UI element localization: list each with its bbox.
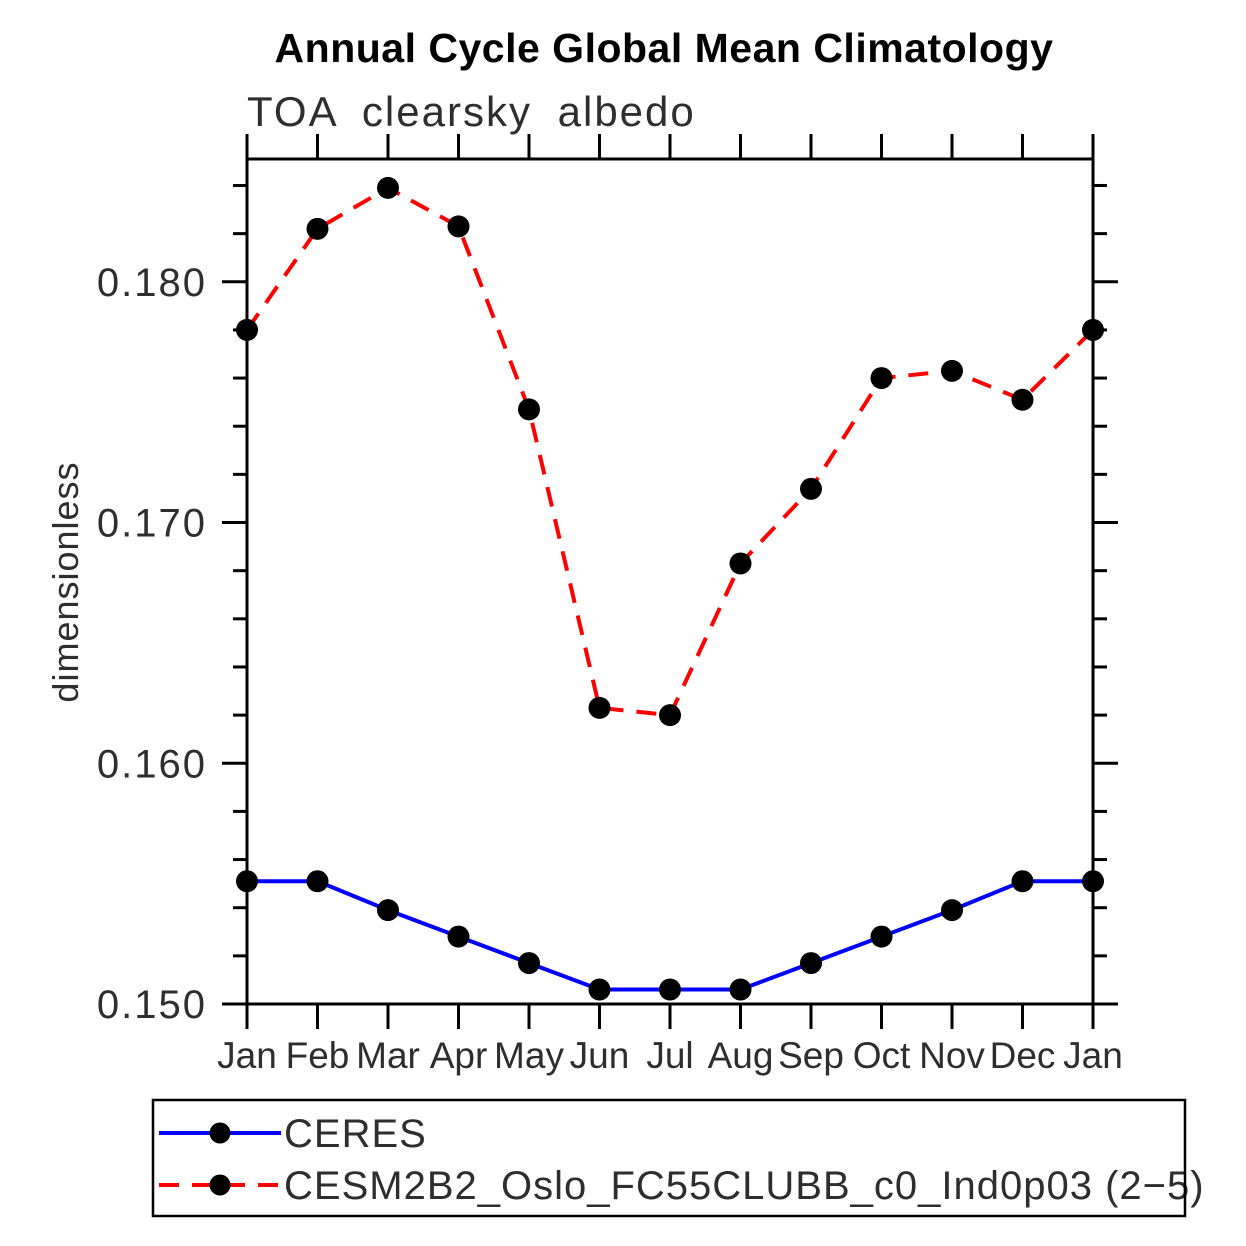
y-tick-label: 0.160 xyxy=(97,742,207,786)
x-tick-label: Jan xyxy=(1063,1035,1123,1076)
data-point-marker xyxy=(1082,870,1104,893)
x-tick-label: Feb xyxy=(286,1035,350,1076)
x-tick-label: Jul xyxy=(646,1035,693,1076)
y-tick-label: 0.180 xyxy=(97,261,207,305)
legend-label-cesm2b2: CESM2B2_Oslo_FC55CLUBB_c0_Ind0p03 (2−5) xyxy=(284,1164,1205,1208)
data-point-marker xyxy=(377,176,399,199)
legend-marker xyxy=(209,1122,231,1144)
legend-marker xyxy=(209,1174,231,1196)
series-line-cesm2b2 xyxy=(245,185,1095,718)
data-point-marker xyxy=(377,899,399,922)
data-point-marker xyxy=(941,899,963,922)
data-point-marker xyxy=(306,217,329,240)
data-point-marker xyxy=(941,359,963,382)
x-tick-label: Apr xyxy=(430,1035,488,1076)
data-point-marker xyxy=(447,215,470,238)
data-point-marker xyxy=(659,978,681,1001)
data-point-marker xyxy=(1082,318,1104,341)
x-tick-label: Jun xyxy=(570,1035,630,1076)
data-point-marker xyxy=(1011,870,1034,893)
chart-subtitle: TOA clearsky albedo xyxy=(247,88,696,135)
data-point-marker xyxy=(659,704,681,727)
x-tick-label: Oct xyxy=(853,1035,911,1076)
data-point-marker xyxy=(588,696,611,719)
plot-frame xyxy=(245,157,1095,1006)
series-line-ceres xyxy=(247,879,1093,992)
y-tick-label: 0.150 xyxy=(97,983,207,1027)
data-point-marker xyxy=(588,978,611,1001)
x-tick-label: Aug xyxy=(708,1035,774,1076)
chart-title: Annual Cycle Global Mean Climatology xyxy=(275,25,1054,71)
x-tick-label: Jan xyxy=(217,1035,277,1076)
x-tick-label: May xyxy=(494,1035,564,1076)
legend-box xyxy=(151,1098,1187,1218)
x-tick-label: Nov xyxy=(919,1035,985,1076)
data-point-marker xyxy=(236,870,258,893)
y-tick-label: 0.170 xyxy=(97,502,207,546)
data-point-marker xyxy=(870,367,893,390)
data-point-marker xyxy=(870,925,893,948)
x-tick-label: Mar xyxy=(356,1035,420,1076)
data-point-marker xyxy=(729,978,752,1001)
x-tick-label: Dec xyxy=(990,1035,1056,1076)
data-point-marker xyxy=(800,477,822,500)
data-point-marker xyxy=(1011,388,1034,411)
x-tick-label: Sep xyxy=(778,1035,844,1076)
data-point-marker xyxy=(306,870,329,893)
data-point-marker xyxy=(518,952,540,975)
data-point-marker xyxy=(447,925,470,948)
legend-label-ceres: CERES xyxy=(284,1112,427,1156)
data-point-marker xyxy=(800,952,822,975)
data-point-marker xyxy=(236,318,258,341)
data-point-marker xyxy=(518,398,540,421)
legend: CERES CESM2B2_Oslo_FC55CLUBB_c0_Ind0p03 … xyxy=(151,1098,1205,1218)
y-axis-label: dimensionless xyxy=(45,461,86,702)
data-point-marker xyxy=(729,552,752,575)
